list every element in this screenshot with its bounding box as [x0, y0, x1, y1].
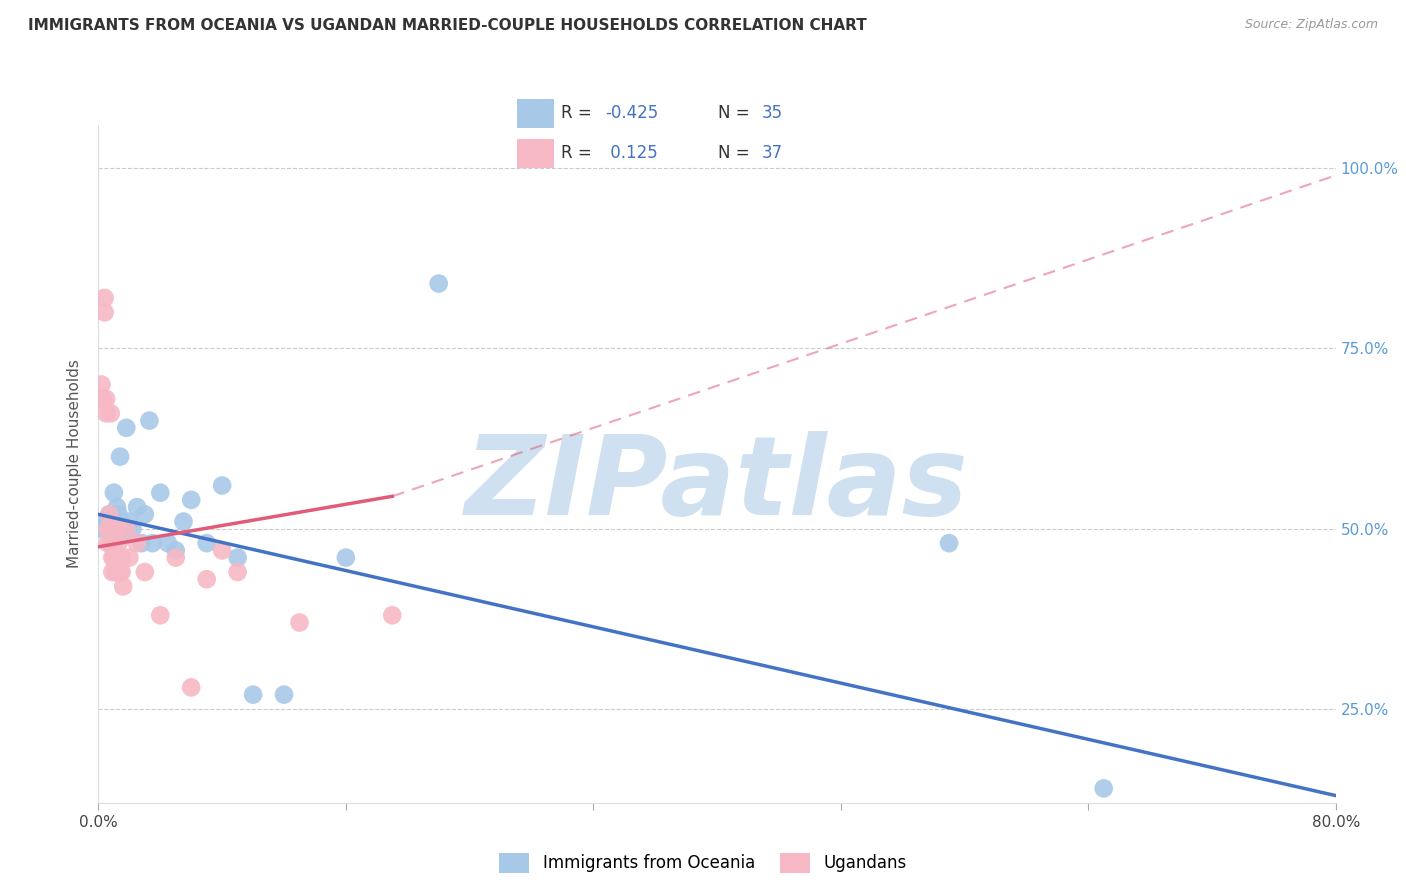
Point — [108, 450, 131, 464]
Text: N =: N = — [718, 145, 755, 162]
Point — [165, 543, 187, 558]
Point — [335, 550, 357, 565]
Point — [97, 522, 120, 536]
Text: N =: N = — [718, 104, 755, 122]
Point — [180, 492, 202, 507]
Point — [114, 529, 136, 543]
Point — [93, 305, 115, 319]
Point — [226, 565, 249, 579]
Point — [118, 550, 141, 565]
Text: R =: R = — [561, 104, 598, 122]
Text: IMMIGRANTS FROM OCEANIA VS UGANDAN MARRIED-COUPLE HOUSEHOLDS CORRELATION CHART: IMMIGRANTS FROM OCEANIA VS UGANDAN MARRI… — [28, 18, 868, 33]
Point — [211, 543, 233, 558]
Point — [98, 508, 121, 522]
Point — [100, 522, 122, 536]
Point — [134, 508, 156, 522]
Point — [104, 508, 127, 522]
Point — [108, 565, 131, 579]
Text: 35: 35 — [762, 104, 783, 122]
Point — [127, 500, 149, 515]
Point — [134, 565, 156, 579]
Text: R =: R = — [561, 145, 598, 162]
Point — [131, 536, 153, 550]
Point — [104, 565, 127, 579]
Point — [90, 392, 112, 406]
Point — [97, 536, 120, 550]
Point — [112, 522, 135, 536]
Legend: Immigrants from Oceania, Ugandans: Immigrants from Oceania, Ugandans — [492, 847, 914, 880]
Point — [96, 406, 118, 420]
Point — [180, 681, 202, 695]
Point — [273, 688, 295, 702]
Point — [127, 536, 149, 550]
Point — [96, 392, 118, 406]
Text: 0.125: 0.125 — [605, 145, 658, 162]
Point — [101, 565, 124, 579]
Point — [226, 550, 249, 565]
Point — [195, 572, 218, 586]
Point — [100, 406, 122, 420]
Text: ZIPatlas: ZIPatlas — [465, 431, 969, 538]
Point — [118, 515, 141, 529]
Point — [111, 550, 134, 565]
Point — [101, 529, 124, 543]
Point — [938, 536, 960, 550]
Point — [157, 536, 180, 550]
Point — [149, 608, 172, 623]
Point — [93, 291, 115, 305]
Point — [427, 277, 450, 291]
Point — [149, 485, 172, 500]
Point — [381, 608, 404, 623]
Point — [96, 515, 118, 529]
Point — [242, 688, 264, 702]
Point — [173, 515, 195, 529]
Point — [105, 522, 128, 536]
Point — [98, 508, 121, 522]
Text: 37: 37 — [762, 145, 783, 162]
Point — [112, 579, 135, 593]
Point — [98, 522, 121, 536]
Point — [90, 522, 112, 536]
Point — [288, 615, 311, 630]
Bar — [517, 99, 554, 128]
Point — [111, 565, 134, 579]
Point — [90, 377, 112, 392]
Point — [211, 478, 233, 492]
Point — [107, 508, 129, 522]
Y-axis label: Married-couple Households: Married-couple Households — [67, 359, 83, 568]
Point — [91, 392, 114, 406]
Point — [195, 536, 218, 550]
Point — [121, 522, 143, 536]
Bar — [517, 139, 554, 168]
Point — [138, 413, 160, 427]
Point — [103, 550, 125, 565]
Point — [115, 522, 138, 536]
Point — [100, 536, 122, 550]
Point — [105, 500, 128, 515]
Point — [115, 421, 138, 435]
Text: -0.425: -0.425 — [605, 104, 658, 122]
Point — [105, 550, 128, 565]
Point — [111, 515, 134, 529]
Point — [1092, 781, 1115, 796]
Point — [107, 536, 129, 550]
Point — [142, 536, 165, 550]
Text: Source: ZipAtlas.com: Source: ZipAtlas.com — [1244, 18, 1378, 31]
Point — [103, 536, 125, 550]
Point — [165, 550, 187, 565]
Point — [101, 550, 124, 565]
Point — [103, 485, 125, 500]
